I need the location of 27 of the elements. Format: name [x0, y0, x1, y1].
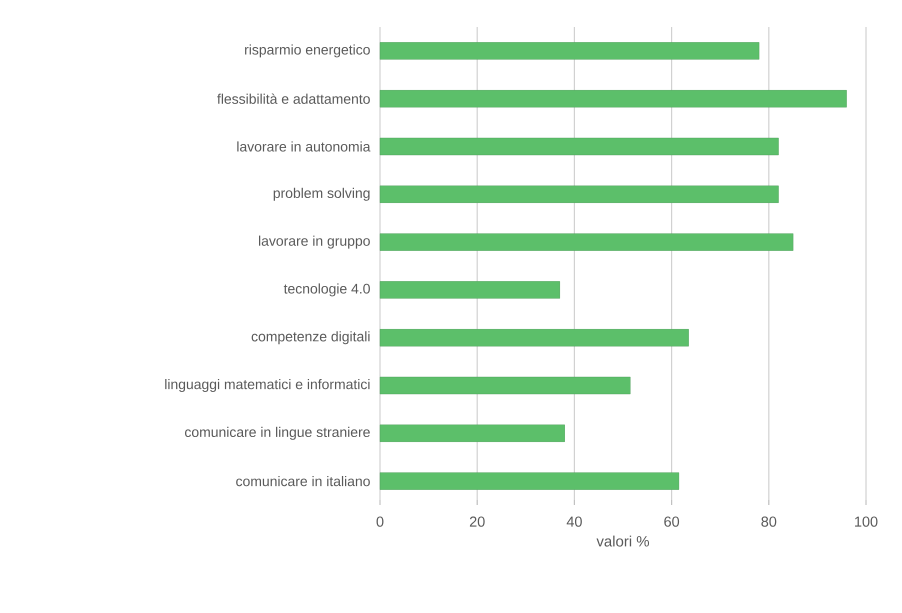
- bar: [380, 329, 689, 346]
- bar: [380, 138, 779, 156]
- x-tick-label: 80: [761, 516, 776, 527]
- y-tick-label: linguaggi matematici e informatici: [165, 379, 370, 392]
- bar: [380, 42, 760, 60]
- y-tick-label: flessibilità e adattamento: [217, 93, 370, 104]
- x-tick-label: 60: [664, 516, 680, 527]
- x-tick-label: 20: [470, 516, 485, 527]
- bar: [380, 376, 630, 394]
- y-tick-label: risparmio energetico: [245, 44, 370, 58]
- y-tick-label: competenze digitali: [252, 331, 370, 344]
- y-tick-label: comunicare in lingue straniere: [185, 426, 370, 440]
- y-tick-label: lavorare in autonomia: [237, 141, 370, 152]
- bar: [380, 233, 794, 251]
- y-tick-label: tecnologie 4.0: [284, 283, 370, 296]
- x-axis-title: valori %: [596, 536, 650, 547]
- bar: [380, 90, 847, 108]
- x-tick-label: 100: [855, 516, 878, 527]
- y-tick-label: comunicare in italiano: [236, 476, 370, 486]
- x-tick-label: 0: [376, 516, 384, 527]
- bar: [380, 186, 779, 203]
- bar: [380, 281, 560, 299]
- bar: [380, 472, 680, 490]
- bar: [380, 424, 565, 442]
- y-tick-label: lavorare in gruppo: [258, 236, 370, 249]
- y-tick-label: problem solving: [274, 188, 370, 201]
- x-tick-label: 40: [566, 516, 582, 527]
